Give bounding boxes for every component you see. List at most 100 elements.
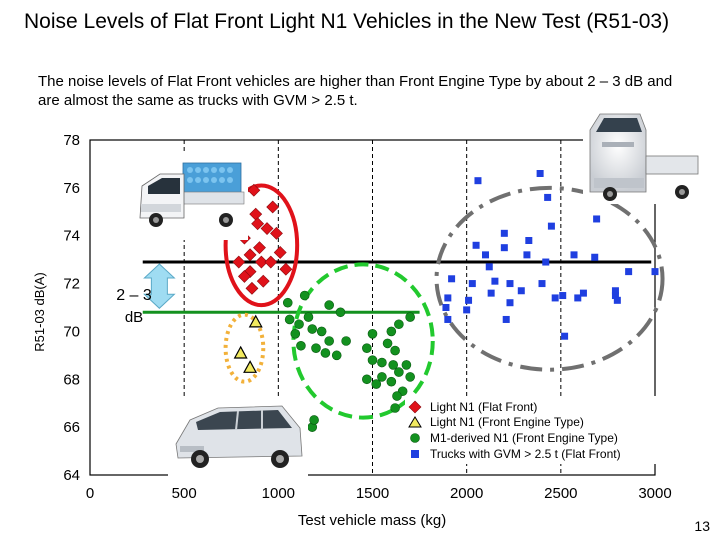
point-truck [613,296,621,304]
point-truck [442,304,450,311]
y-tick-label: 70 [63,323,80,340]
point-m1-derived [299,290,310,301]
flat-front-truck-image [130,152,248,240]
point-truck [444,294,452,302]
point-flat-front [243,248,257,262]
point-truck [487,289,495,297]
point-flat-front [260,222,274,235]
point-flat-front [238,269,251,283]
legend-marker-m1-derived [410,433,420,443]
y-tick-label: 68 [63,371,80,388]
point-m1-derived [324,336,334,346]
point-truck [472,241,480,249]
point-m1-derived [307,324,318,334]
point-truck [544,193,552,201]
point-m1-derived [394,319,404,330]
point-m1-derived [367,355,378,365]
point-flat-front [266,200,280,214]
point-truck [561,332,569,340]
point-truck [500,244,508,252]
point-truck [448,275,456,283]
point-m1-derived [341,336,351,346]
x-tick-label: 0 [86,485,94,502]
legend-box [405,396,657,464]
y-tick-label: 76 [63,180,80,197]
point-truck [611,287,619,295]
point-m1-derived [303,312,314,322]
point-m1-derived [290,329,301,339]
point-truck [500,229,508,237]
point-flat-front [264,255,278,269]
legend-marker-front-engine [408,416,422,428]
point-truck [651,268,659,276]
point-flat-front [245,281,259,295]
x-tick-label: 2500 [544,485,577,502]
point-truck [474,177,482,185]
point-truck [574,294,582,302]
station-wagon-image [168,398,308,478]
slide-title: Noise Levels of Flat Front Light N1 Vehi… [24,10,670,33]
point-truck [485,263,493,271]
legend-marker-trucks [411,450,419,458]
x-tick-label: 1500 [356,485,389,502]
point-m1-derived [316,326,327,337]
slide-subtitle: The noise levels of Flat Front vehicles … [38,73,673,109]
point-flat-front [247,183,261,197]
point-flat-front [279,262,293,276]
point-truck [468,280,476,288]
group-ellipse [434,185,665,372]
point-m1-derived [390,345,400,356]
y-tick-label: 66 [63,419,80,436]
annotation-line2: dB [125,309,143,326]
point-truck [570,251,578,259]
point-m1-derived [371,379,382,389]
point-truck [525,237,533,244]
x-tick-label: 500 [172,485,197,502]
legend-marker-flat-front [408,400,422,414]
point-truck [482,251,489,259]
y-tick-label: 78 [63,132,80,149]
point-m1-derived [394,367,404,377]
legend: Light N1 (Flat Front) Light N1 (Front En… [405,396,657,464]
page-number: 13 [694,518,710,534]
point-flat-front [270,226,283,240]
point-m1-derived [335,307,346,318]
point-m1-derived [324,300,334,310]
x-tick-label: 1000 [262,485,295,502]
point-truck [625,268,633,276]
point-m1-derived [401,360,412,370]
point-m1-derived [377,357,387,368]
double-arrow-icon [143,263,176,309]
group-ellipse [291,262,435,420]
point-m1-derived [405,372,415,382]
point-truck [517,287,525,295]
point-flat-front [251,217,265,231]
point-m1-derived [311,343,321,353]
point-truck [611,292,619,300]
point-truck [491,277,499,285]
point-m1-derived [386,326,397,337]
point-m1-derived [284,314,295,325]
x-axis-label: Test vehicle mass (kg) [298,512,446,529]
point-m1-derived [294,319,304,330]
point-truck [444,315,452,323]
y-tick-label: 64 [63,467,80,484]
point-front-engine [233,345,248,359]
point-m1-derived [388,360,399,370]
point-m1-derived [390,403,400,413]
point-truck [547,222,555,230]
point-m1-derived [382,338,393,349]
point-m1-derived [331,350,342,361]
x-tick-label: 3000 [638,485,671,502]
point-truck [465,296,473,304]
point-m1-derived [296,340,306,351]
point-m1-derived [392,391,402,401]
point-m1-derived [362,374,372,385]
group-ellipse [223,312,266,384]
y-tick-label: 74 [63,228,80,245]
point-flat-front [254,255,268,269]
point-truck [538,280,546,288]
point-flat-front [253,241,266,255]
point-m1-derived [367,329,378,339]
